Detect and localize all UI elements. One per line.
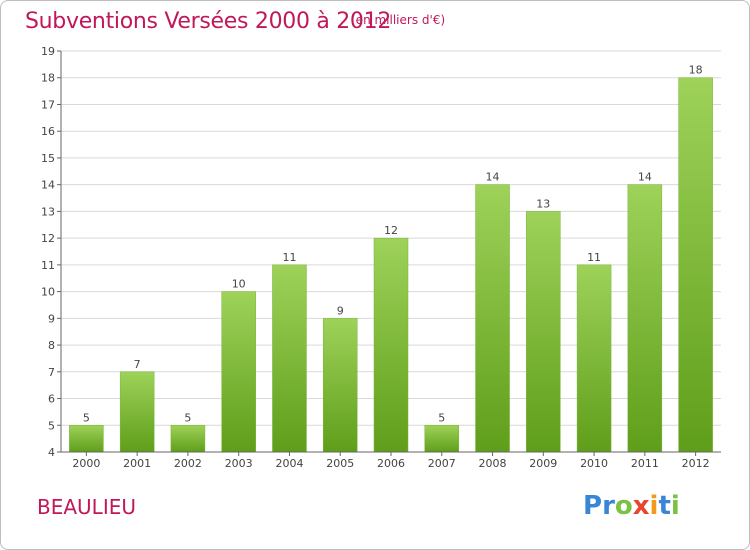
y-tick-label: 15: [41, 152, 55, 165]
data-label: 5: [83, 411, 90, 424]
x-tick-label: 2008: [479, 457, 507, 470]
x-tick-label: 2012: [682, 457, 710, 470]
data-label: 14: [486, 171, 500, 184]
y-tick-label: 5: [48, 419, 55, 432]
y-tick-label: 14: [41, 179, 55, 192]
y-tick-label: 6: [48, 393, 55, 406]
x-tick-label: 2007: [428, 457, 456, 470]
bar: [576, 264, 612, 453]
labels: 4 5 6 7 8 9 10 11 12 13 14 15 16 17 18 19 5 2000 7 2001 5 200…: [41, 45, 710, 470]
data-label: 9: [337, 304, 344, 317]
bar: [373, 237, 409, 453]
bars: [69, 77, 713, 453]
y-tick-label: 12: [41, 232, 55, 245]
bar: [170, 425, 206, 453]
logo-letter: r: [602, 491, 615, 521]
y-tick-label: 11: [41, 259, 55, 272]
y-tick-label: 19: [41, 45, 55, 58]
x-tick-label: 2005: [326, 457, 354, 470]
data-label: 18: [689, 64, 703, 77]
y-tick-label: 7: [48, 366, 55, 379]
x-tick-label: 2003: [225, 457, 253, 470]
data-label: 11: [282, 251, 296, 264]
chart-subtitle: (en milliers d'€): [351, 13, 446, 27]
bar: [322, 318, 358, 453]
bar: [69, 425, 104, 453]
logo-letter: i: [670, 491, 680, 521]
x-tick-label: 2011: [631, 457, 659, 470]
data-label: 12: [384, 224, 398, 237]
logo-letter: x: [632, 491, 650, 521]
logo-letter: P: [583, 491, 603, 521]
bar: [475, 184, 510, 453]
bar: [526, 211, 561, 453]
x-tick-label: 2002: [174, 457, 202, 470]
axes: [57, 50, 721, 456]
y-tick-label: 4: [48, 446, 55, 459]
x-tick-label: 2006: [377, 457, 405, 470]
data-label: 10: [232, 278, 246, 291]
y-tick-label: 8: [48, 339, 55, 352]
logo-letter: i: [649, 491, 659, 521]
x-tick-label: 2000: [72, 457, 100, 470]
y-tick-label: 17: [41, 98, 55, 111]
x-tick-label: 2009: [529, 457, 557, 470]
bar: [678, 77, 713, 453]
logo-letter: o: [614, 491, 633, 521]
proxiti-logo: Proxiti: [583, 491, 680, 521]
bar: [221, 291, 256, 453]
data-label: 11: [587, 251, 601, 264]
x-tick-label: 2001: [123, 457, 151, 470]
chart-title: Subventions Versées 2000 à 2012: [25, 9, 392, 34]
data-label: 13: [536, 197, 550, 210]
y-tick-label: 13: [41, 205, 55, 218]
data-label: 14: [638, 171, 652, 184]
data-label: 5: [438, 411, 445, 424]
y-tick-label: 10: [41, 286, 55, 299]
logo-letter: t: [658, 491, 671, 521]
commune-name: BEAULIEU: [37, 495, 136, 519]
x-tick-label: 2004: [275, 457, 303, 470]
bar: [119, 371, 155, 453]
data-label: 7: [134, 358, 141, 371]
y-tick-label: 16: [41, 125, 55, 138]
bar: [627, 184, 663, 453]
bar: [272, 264, 307, 453]
bar: [424, 425, 460, 453]
x-tick-label: 2010: [580, 457, 608, 470]
data-label: 5: [184, 411, 191, 424]
y-tick-label: 9: [48, 312, 55, 325]
y-tick-label: 18: [41, 72, 55, 85]
